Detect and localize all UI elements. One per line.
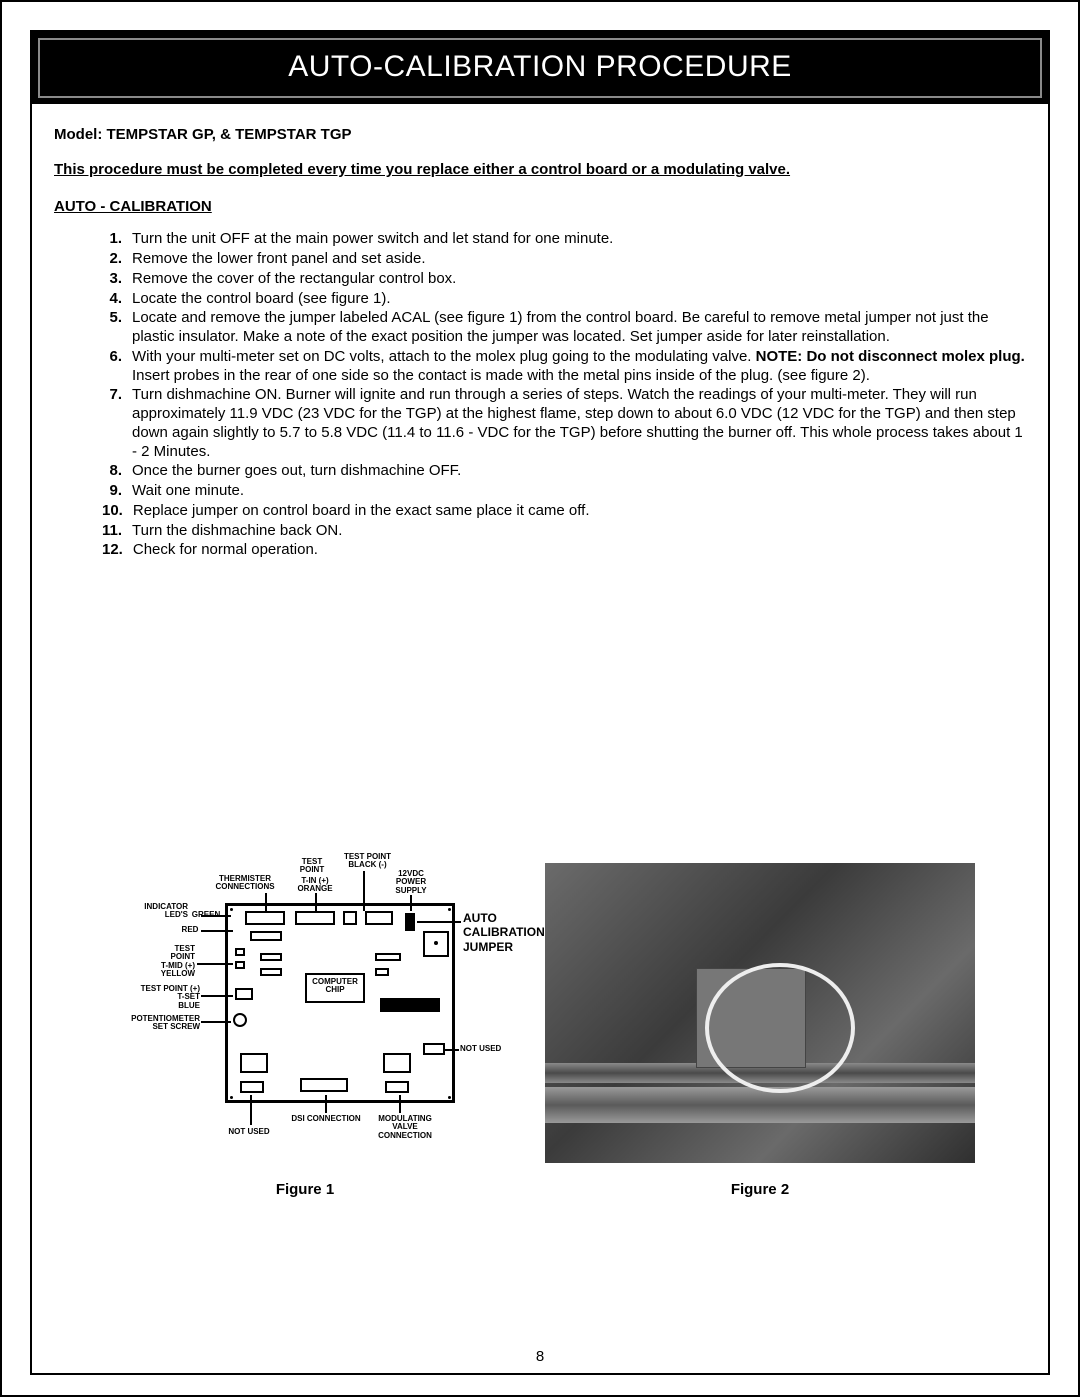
step-num: 8. — [102, 462, 132, 481]
step-text-pre: With your multi-meter set on DC volts, a… — [132, 348, 756, 365]
step-text: Turn the dishmachine back ON. — [132, 522, 1026, 541]
figure-2-photo — [545, 863, 975, 1163]
step-item: 7.Turn dishmachine ON. Burner will ignit… — [102, 386, 1026, 461]
label-not-used-left: NOT USED — [225, 1128, 273, 1136]
step-num: 3. — [102, 270, 132, 289]
step-num: 4. — [102, 290, 132, 309]
header-title-box: AUTO-CALIBRATION PROCEDURE — [38, 38, 1042, 98]
label-test-point: TESTPOINT — [297, 858, 327, 875]
mandate-line: This procedure must be completed every t… — [54, 161, 1026, 180]
label-computer-chip: COMPUTERCHIP — [305, 978, 365, 995]
step-num: 12. — [102, 541, 133, 560]
step-item: 12.Check for normal operation. — [102, 541, 1026, 560]
step-item: 8.Once the burner goes out, turn dishmac… — [102, 462, 1026, 481]
label-tp-tset: TEST POINT (+)T-SETBLUE — [135, 985, 200, 1010]
step-text: Remove the lower front panel and set asi… — [132, 250, 1026, 269]
figure-1-caption: Figure 1 — [105, 1181, 505, 1198]
step-text: Locate the control board (see figure 1). — [132, 290, 1026, 309]
highlight-circle — [705, 963, 855, 1093]
step-num: 10. — [102, 502, 133, 521]
label-red: RED — [180, 926, 200, 934]
figure-2: Figure 2 — [545, 863, 975, 1198]
step-text: Replace jumper on control board in the e… — [133, 502, 1026, 521]
step-item: 2.Remove the lower front panel and set a… — [102, 250, 1026, 269]
section-label: AUTO - CALIBRATION — [54, 198, 1026, 217]
step-text: Once the burner goes out, turn dishmachi… — [132, 462, 1026, 481]
step-text: Check for normal operation. — [133, 541, 1026, 560]
step-num: 5. — [102, 309, 132, 347]
step-text: Turn the unit OFF at the main power swit… — [132, 230, 1026, 249]
step-item: 3.Remove the cover of the rectangular co… — [102, 270, 1026, 289]
model-line: Model: TEMPSTAR GP, & TEMPSTAR TGP — [54, 126, 1026, 145]
step-text: With your multi-meter set on DC volts, a… — [132, 348, 1026, 386]
page-frame: AUTO-CALIBRATION PROCEDURE Model: TEMPST… — [30, 30, 1050, 1375]
label-thermister: THERMISTERCONNECTIONS — [215, 875, 275, 892]
label-test-point-black: TEST POINTBLACK (-) — [340, 853, 395, 870]
label-indicator: INDICATORLED'S — [140, 903, 188, 920]
step-item: 9.Wait one minute. — [102, 482, 1026, 501]
step-num: 6. — [102, 348, 132, 386]
step-item: 10.Replace jumper on control board in th… — [102, 502, 1026, 521]
step-num: 7. — [102, 386, 132, 461]
step-item: 4.Locate the control board (see figure 1… — [102, 290, 1026, 309]
label-pot: POTENTIOMETERSET SCREW — [125, 1015, 200, 1032]
step-num: 9. — [102, 482, 132, 501]
figures-row: TEST POINTBLACK (-) TESTPOINT T-IN (+)OR… — [32, 853, 1048, 1198]
label-mod-valve: MODULATINGVALVECONNECTION — [373, 1115, 437, 1140]
header-band: AUTO-CALIBRATION PROCEDURE — [32, 32, 1048, 104]
figure-2-caption: Figure 2 — [545, 1181, 975, 1198]
step-text: Turn dishmachine ON. Burner will ignite … — [132, 386, 1026, 461]
content-area: Model: TEMPSTAR GP, & TEMPSTAR TGP This … — [32, 104, 1048, 560]
page: AUTO-CALIBRATION PROCEDURE Model: TEMPST… — [0, 0, 1080, 1397]
label-12vdc: 12VDCPOWERSUPPLY — [393, 870, 429, 895]
label-tp-tmid: TESTPOINTT-MID (+)YELLOW — [145, 945, 195, 979]
step-note: NOTE: Do not disconnect molex plug. — [756, 348, 1025, 365]
step-text-post: Insert probes in the rear of one side so… — [132, 367, 870, 384]
steps-list: 1.Turn the unit OFF at the main power sw… — [54, 230, 1026, 560]
figure-1-diagram: TEST POINTBLACK (-) TESTPOINT T-IN (+)OR… — [105, 853, 505, 1163]
step-item: 6.With your multi-meter set on DC volts,… — [102, 348, 1026, 386]
step-item: 1.Turn the unit OFF at the main power sw… — [102, 230, 1026, 249]
label-not-used-right: NOT USED — [460, 1045, 504, 1053]
step-text: Remove the cover of the rectangular cont… — [132, 270, 1026, 289]
figure-1: TEST POINTBLACK (-) TESTPOINT T-IN (+)OR… — [105, 853, 505, 1198]
label-t-in: T-IN (+)ORANGE — [297, 877, 333, 894]
step-text: Locate and remove the jumper labeled ACA… — [132, 309, 1026, 347]
page-title: AUTO-CALIBRATION PROCEDURE — [40, 50, 1040, 84]
label-auto-cal-jumper: AUTOCALIBRATIONJUMPER — [463, 911, 545, 954]
step-item: 5.Locate and remove the jumper labeled A… — [102, 309, 1026, 347]
step-num: 1. — [102, 230, 132, 249]
step-item: 11.Turn the dishmachine back ON. — [102, 522, 1026, 541]
step-num: 11. — [102, 522, 132, 541]
page-number: 8 — [32, 1348, 1048, 1365]
step-text: Wait one minute. — [132, 482, 1026, 501]
label-dsi: DSI CONNECTION — [287, 1115, 365, 1123]
step-num: 2. — [102, 250, 132, 269]
